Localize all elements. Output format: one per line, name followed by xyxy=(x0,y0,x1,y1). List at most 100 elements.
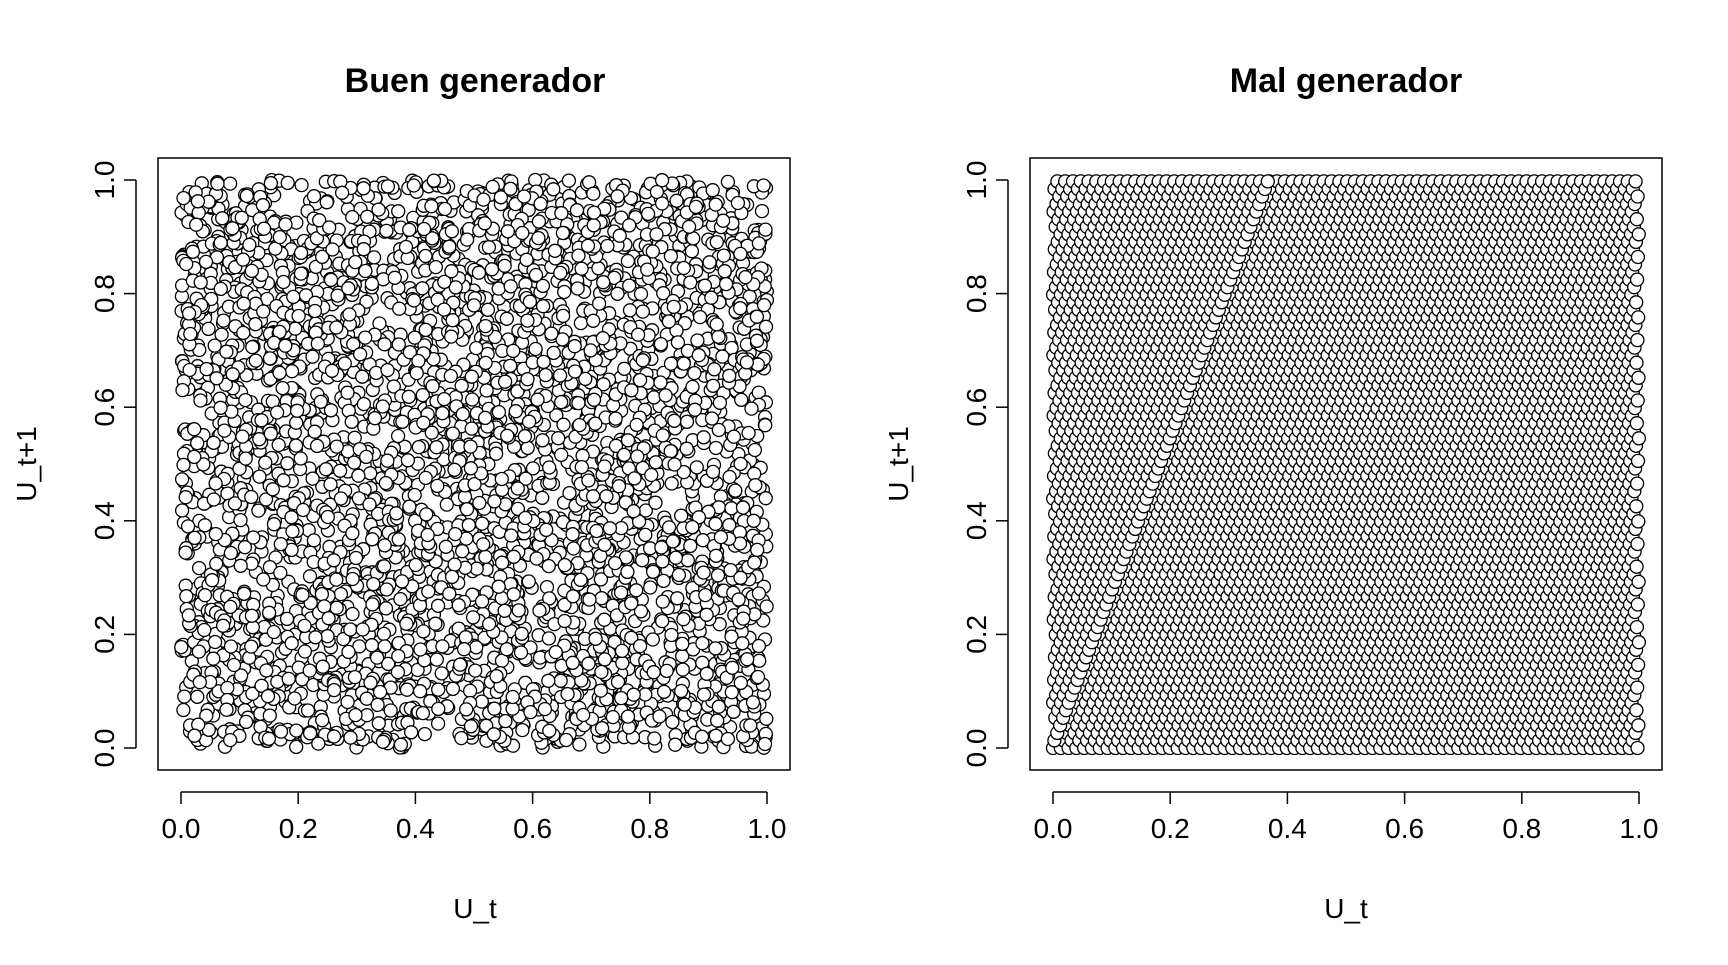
scatter-point xyxy=(669,551,682,564)
scatter-point xyxy=(737,501,750,514)
scatter-point xyxy=(676,637,689,650)
y-tick-label: 0.6 xyxy=(89,388,120,427)
scatter-point xyxy=(536,434,549,447)
scatter-point xyxy=(306,350,319,363)
scatter-point xyxy=(681,415,694,428)
scatter-point xyxy=(445,330,458,343)
scatter-point xyxy=(465,422,478,435)
scatter-point xyxy=(563,487,576,500)
scatter-point xyxy=(557,418,570,431)
scatter-point xyxy=(603,522,616,535)
scatter-point xyxy=(180,258,193,271)
scatter-point xyxy=(488,702,501,715)
scatter-point xyxy=(720,278,733,291)
scatter-point xyxy=(558,559,571,572)
scatter-point xyxy=(707,465,720,478)
scatter-point xyxy=(697,431,710,444)
scatter-point xyxy=(380,583,393,596)
scatter-point xyxy=(392,338,405,351)
scatter-point xyxy=(460,703,473,716)
scatter-point xyxy=(647,666,660,679)
scatter-point xyxy=(672,569,685,582)
scatter-point xyxy=(545,327,558,340)
scatter-point xyxy=(432,683,445,696)
scatter-point xyxy=(624,304,637,317)
scatter-point xyxy=(259,456,272,469)
scatter-point xyxy=(207,493,220,506)
scatter-point xyxy=(308,305,321,318)
scatter-point xyxy=(342,282,355,295)
scatter-point xyxy=(408,294,421,307)
scatter-point xyxy=(726,661,739,674)
scatter-point xyxy=(554,266,567,279)
scatter-point xyxy=(405,726,418,739)
scatter-point xyxy=(589,417,602,430)
scatter-point xyxy=(277,276,290,289)
scatter-point xyxy=(647,565,660,578)
scatter-point xyxy=(193,676,206,689)
scatter-point xyxy=(512,604,525,617)
scatter-point xyxy=(505,529,518,542)
scatter-point xyxy=(670,194,683,207)
scatter-point xyxy=(636,554,649,567)
scatter-point xyxy=(380,602,393,615)
scatter-point xyxy=(649,496,662,509)
scatter-point xyxy=(392,533,405,546)
scatter-point xyxy=(414,685,427,698)
scatter-point xyxy=(492,282,505,295)
scatter-point xyxy=(598,613,611,626)
scatter-point xyxy=(689,200,702,213)
scatter-point xyxy=(748,444,761,457)
scatter-point xyxy=(392,205,405,218)
scatter-point xyxy=(653,710,666,723)
scatter-point xyxy=(191,195,204,208)
scatter-point xyxy=(742,427,755,440)
scatter-point xyxy=(210,557,223,570)
scatter-point xyxy=(346,573,359,586)
scatter-point xyxy=(487,728,500,741)
scatter-point xyxy=(666,716,679,729)
scatter-point xyxy=(616,657,629,670)
scatter-point xyxy=(275,725,288,738)
scatter-point xyxy=(681,554,694,567)
scatter-point xyxy=(452,599,465,612)
scatter-point xyxy=(257,573,270,586)
scatter-point xyxy=(281,176,294,189)
scatter-point xyxy=(392,430,405,443)
scatter-point xyxy=(371,698,384,711)
scatter-point xyxy=(706,184,719,197)
scatter-point xyxy=(753,654,766,667)
scatter-point xyxy=(584,344,597,357)
scatter-point xyxy=(401,454,414,467)
scatter-point xyxy=(252,504,265,517)
scatter-point xyxy=(641,263,654,276)
scatter-point xyxy=(198,624,211,637)
scatter-point xyxy=(307,534,320,547)
scatter-point xyxy=(554,674,567,687)
scatter-point xyxy=(402,390,415,403)
scatter-point xyxy=(498,259,511,272)
scatter-point xyxy=(456,545,469,558)
scatter-point xyxy=(686,380,699,393)
scatter-point xyxy=(677,613,690,626)
scatter-point xyxy=(636,354,649,367)
scatter-point xyxy=(237,253,250,266)
scatter-point xyxy=(247,531,260,544)
scatter-point xyxy=(737,612,750,625)
scatter-point xyxy=(668,414,681,427)
scatter-point xyxy=(683,220,696,233)
scatter-point xyxy=(658,685,671,698)
scatter-point xyxy=(669,738,682,751)
scatter-point xyxy=(630,584,643,597)
scatter-point xyxy=(426,380,439,393)
scatter-point xyxy=(577,709,590,722)
scatter-point xyxy=(492,406,505,419)
scatter-point xyxy=(507,344,520,357)
scatter-point xyxy=(646,633,659,646)
y-tick-label: 1.0 xyxy=(89,161,120,200)
scatter-point xyxy=(225,640,238,653)
scatter-point xyxy=(467,611,480,624)
scatter-point xyxy=(403,500,416,513)
scatter-point xyxy=(667,300,680,313)
scatter-point xyxy=(304,570,317,583)
